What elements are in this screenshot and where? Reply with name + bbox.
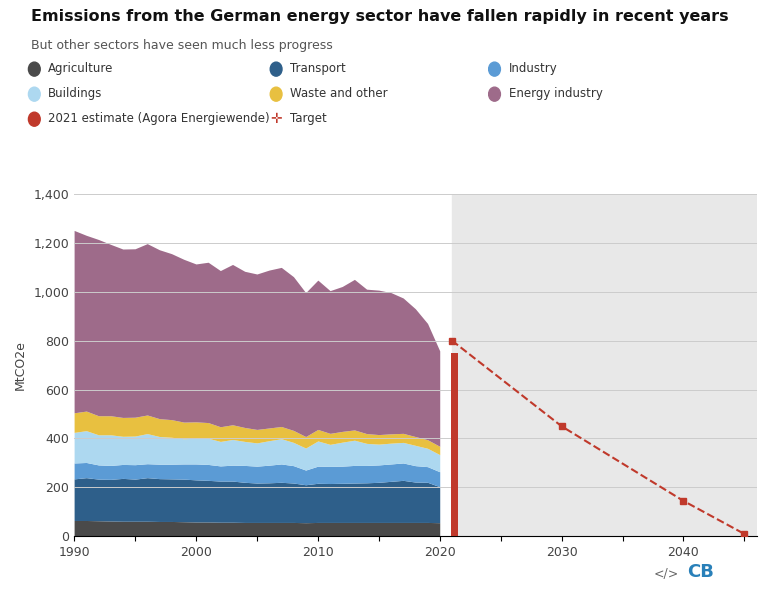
Text: Agriculture: Agriculture — [48, 62, 114, 75]
Text: Energy industry: Energy industry — [509, 87, 602, 100]
Text: ✛: ✛ — [271, 111, 282, 126]
Circle shape — [28, 87, 41, 101]
Y-axis label: MtCO2e: MtCO2e — [13, 340, 27, 390]
Circle shape — [28, 112, 41, 126]
Text: 2021 estimate (Agora Energiewende): 2021 estimate (Agora Energiewende) — [48, 112, 270, 125]
Circle shape — [270, 87, 282, 101]
Circle shape — [28, 62, 41, 76]
Bar — [451, 353, 458, 536]
Circle shape — [488, 87, 501, 101]
Text: Industry: Industry — [509, 62, 557, 75]
Text: Target: Target — [290, 112, 327, 125]
Circle shape — [488, 62, 501, 76]
Circle shape — [270, 62, 282, 76]
Text: </>: </> — [654, 568, 679, 581]
Bar — [452, 194, 769, 536]
Text: Buildings: Buildings — [48, 87, 103, 100]
Text: Emissions from the German energy sector have fallen rapidly in recent years: Emissions from the German energy sector … — [31, 9, 729, 24]
Text: Transport: Transport — [290, 62, 346, 75]
Text: But other sectors have seen much less progress: But other sectors have seen much less pr… — [31, 39, 333, 52]
Text: Waste and other: Waste and other — [290, 87, 388, 100]
Text: CB: CB — [687, 563, 714, 581]
